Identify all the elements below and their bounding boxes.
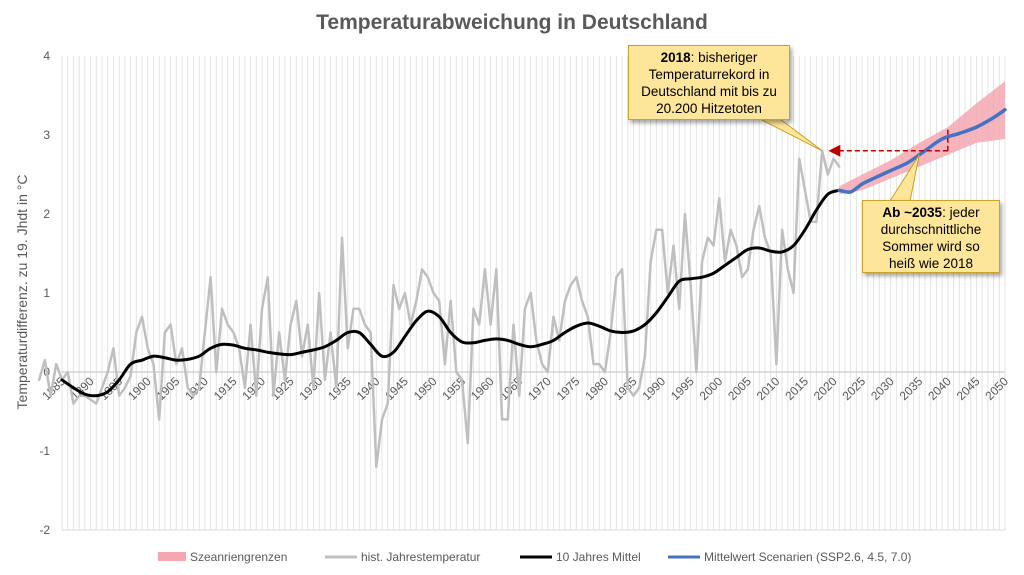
x-tick-label: 1935 <box>325 374 354 403</box>
annotation-2018-text: : bisheriger Temperaturrekord in Deutsch… <box>641 50 777 116</box>
x-tick-label: 1980 <box>582 374 611 403</box>
x-tick-label: 2040 <box>925 374 954 403</box>
x-tick-label: 1915 <box>211 374 240 403</box>
scenario-band <box>839 81 1005 195</box>
x-tick-label: 2015 <box>782 374 811 403</box>
y-tick-label: 3 <box>43 128 50 142</box>
series-lines <box>37 107 1007 469</box>
grid <box>61 56 1006 531</box>
annotation-2035: Ab ~2035: jeder durchschnittliche Sommer… <box>862 200 1000 273</box>
x-tick-label: 2020 <box>811 374 840 403</box>
y-tick-label: 2 <box>43 207 50 221</box>
y-tick-label: -1 <box>39 444 50 458</box>
annotation-2018-bold: 2018 <box>660 50 691 65</box>
x-tick-label: 1940 <box>354 374 383 403</box>
scenario-mean-line <box>837 107 1007 194</box>
x-tick-label: 1990 <box>639 374 668 403</box>
y-tick-label: -2 <box>39 523 50 537</box>
annotation-2035-text: : jeder durchschnittliche Sommer wird so… <box>880 205 982 271</box>
callout-pointer-2018 <box>759 118 823 152</box>
x-tick-label: 2045 <box>954 374 983 403</box>
legend: Szeanriengrenzen hist. Jahrestemperatur 10… <box>158 550 911 564</box>
x-tick-label: 1945 <box>382 374 411 403</box>
x-tick-label: 1975 <box>554 374 583 403</box>
legend-swatch <box>158 552 186 561</box>
x-tick-label: 2005 <box>725 374 754 403</box>
x-tick-label: 2050 <box>982 374 1011 403</box>
legend-label: 10 Jahres Mittel <box>556 550 641 564</box>
ten-year-mean-line <box>60 188 841 398</box>
legend-label: Szeanriengrenzen <box>190 550 287 564</box>
x-tick-label: 1985 <box>611 374 640 403</box>
x-tick-label: 2000 <box>697 374 726 403</box>
x-tick-label: 1930 <box>297 374 326 403</box>
x-tick-label: 2025 <box>839 374 868 403</box>
y-tick-label: 1 <box>43 286 50 300</box>
y-axis-label: Temperaturdifferenz. zu 19. Jhdt in °C <box>14 175 30 410</box>
hist-temperature-line <box>37 149 841 469</box>
legend-label: Mittelwert Scenarien (SSP2.6, 4.5, 7.0) <box>704 550 911 564</box>
x-tick-label: 1950 <box>411 374 440 403</box>
x-tick-label: 2035 <box>897 374 926 403</box>
legend-label: hist. Jahrestemperatur <box>361 550 480 564</box>
scenario-band-area <box>839 81 1005 195</box>
y-tick-label: 4 <box>43 49 50 63</box>
x-tick-label: 1995 <box>668 374 697 403</box>
x-tick-label: 2010 <box>754 374 783 403</box>
x-tick-label: 1960 <box>468 374 497 403</box>
annotation-2035-bold: Ab ~2035 <box>882 205 943 220</box>
annotation-2018: 2018: bisheriger Temperaturrekord in Deu… <box>628 45 790 120</box>
x-tick-label: 2030 <box>868 374 897 403</box>
x-tick-label: 1970 <box>525 374 554 403</box>
chart-title: Temperaturabweichung in Deutschland <box>316 11 708 34</box>
